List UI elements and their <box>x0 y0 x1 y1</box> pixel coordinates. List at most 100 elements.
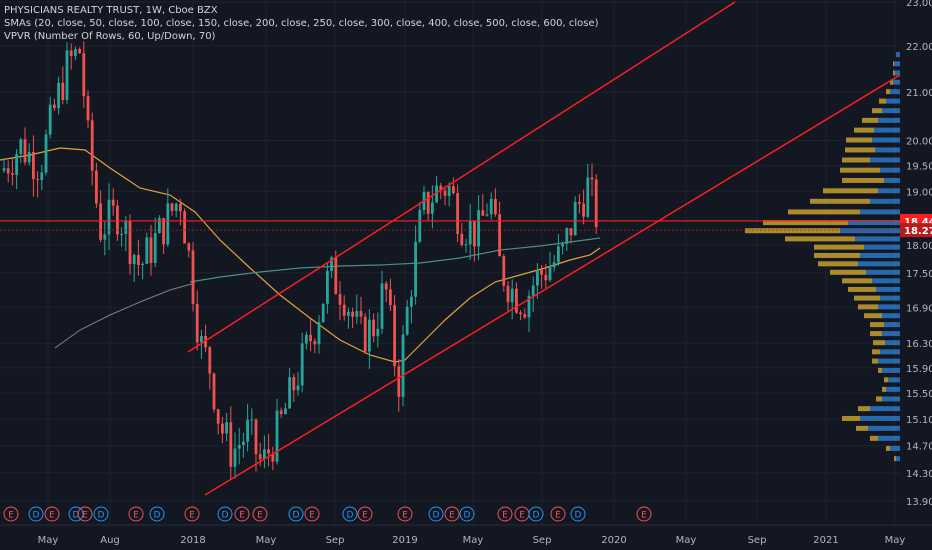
event-circle <box>3 506 19 522</box>
vpvr-bar-up <box>864 244 900 250</box>
earnings-marker[interactable]: E <box>304 506 320 522</box>
earnings-marker[interactable]: E <box>184 506 200 522</box>
candle-body <box>279 410 283 415</box>
vpvr-bar-down <box>894 456 896 462</box>
vpvr-bar-down <box>745 228 840 234</box>
earnings-marker[interactable]: E <box>514 506 530 522</box>
vpvr-bar-down <box>890 79 893 85</box>
sma-teal <box>189 237 601 283</box>
vpvr-bar-up <box>896 456 900 462</box>
dividend-marker[interactable]: D <box>428 506 444 522</box>
candle-body <box>481 210 485 216</box>
dividend-marker[interactable]: D <box>288 506 304 522</box>
vpvr-bar-down <box>842 415 860 421</box>
candle-body <box>405 306 409 335</box>
candle-body <box>372 319 375 337</box>
legend-vpvr[interactable]: VPVR (Number Of Rows, 60, Up/Down, 70) <box>4 31 216 42</box>
dividend-marker[interactable]: D <box>93 506 109 522</box>
earnings-marker[interactable]: E <box>128 506 144 522</box>
dividend-marker[interactable]: D <box>149 506 165 522</box>
vpvr-bar-up <box>870 198 900 204</box>
candle-body <box>380 283 384 329</box>
earnings-marker[interactable]: E <box>550 506 566 522</box>
candle-body <box>204 335 207 348</box>
candle-body <box>506 285 510 303</box>
earnings-marker[interactable]: E <box>357 506 373 522</box>
vpvr-bar-down <box>858 304 878 310</box>
candle-body <box>195 303 199 343</box>
earnings-marker[interactable]: E <box>397 506 413 522</box>
vpvr-bar-up <box>878 435 900 441</box>
candle-body <box>300 343 304 386</box>
earnings-marker[interactable]: E <box>444 506 460 522</box>
vpvr-bar-up <box>866 269 900 275</box>
x-tick-label: May <box>38 535 59 546</box>
candle-body <box>15 154 18 175</box>
event-label: E <box>189 511 195 521</box>
event-label: E <box>519 511 525 521</box>
dividend-marker[interactable]: D <box>217 506 233 522</box>
candle-body <box>594 179 598 228</box>
vpvr-bar-down <box>830 269 866 275</box>
candle-body <box>61 82 65 100</box>
earnings-marker[interactable]: E <box>636 506 652 522</box>
event-circle <box>497 506 513 522</box>
vpvr-bar-up <box>886 386 900 392</box>
event-circle <box>570 506 586 522</box>
vpvr-bar-down <box>842 278 872 284</box>
legend-symbol[interactable]: PHYSICIANS REALTY TRUST, 1W, Cboe BZX <box>4 5 218 16</box>
candle-body <box>552 262 556 268</box>
earnings-marker[interactable]: E <box>252 506 268 522</box>
event-circle <box>550 506 566 522</box>
event-circle <box>44 506 60 522</box>
event-label: E <box>309 511 315 521</box>
candle-body <box>57 82 60 109</box>
x-tick-label: May <box>676 535 697 546</box>
vpvr-bar-down <box>854 127 874 133</box>
earnings-marker[interactable]: E <box>77 506 93 522</box>
vpvr-bar-up <box>896 52 900 58</box>
event-label: E <box>402 511 408 521</box>
event-label: E <box>362 511 368 521</box>
dividend-marker[interactable]: D <box>570 506 586 522</box>
earnings-marker[interactable]: E <box>3 506 19 522</box>
candle-body <box>258 454 262 460</box>
vpvr-bar-down <box>893 70 895 76</box>
event-circle <box>397 506 413 522</box>
candle-body <box>187 243 191 251</box>
candle-body <box>544 274 548 281</box>
candle-body <box>498 214 501 257</box>
legend-sma[interactable]: SMAs (20, close, 50, close, 100, close, … <box>4 18 599 29</box>
vpvr-bar-down <box>842 177 884 183</box>
dividend-marker[interactable]: D <box>68 506 84 522</box>
earnings-marker[interactable]: E <box>44 506 60 522</box>
candle-body <box>90 120 94 171</box>
dividend-marker[interactable]: D <box>528 506 544 522</box>
y-tick-label: 22.00 <box>906 42 932 53</box>
vpvr-bar-up <box>875 147 900 153</box>
candle-body <box>317 322 321 345</box>
earnings-marker[interactable]: E <box>234 506 250 522</box>
y-tick-label: 17.50 <box>906 269 932 280</box>
vpvr-bar-down <box>870 435 878 441</box>
event-label: D <box>73 511 80 521</box>
dividend-marker[interactable]: D <box>342 506 358 522</box>
event-label: D <box>293 511 300 521</box>
dividend-marker[interactable]: D <box>459 506 475 522</box>
candle-body <box>426 191 430 214</box>
grid <box>0 0 900 524</box>
channel-lower-line <box>204 74 901 496</box>
earnings-marker[interactable]: E <box>497 506 513 522</box>
candle-body <box>384 283 388 290</box>
vpvr-bar-down <box>862 117 878 123</box>
dividend-marker[interactable]: D <box>28 506 44 522</box>
trendlines <box>0 1 901 496</box>
candle-body <box>502 256 506 286</box>
y-tick-label: 16.30 <box>906 339 932 350</box>
event-circle <box>636 506 652 522</box>
vpvr-bar-up <box>848 220 900 226</box>
vpvr-bar-down <box>788 209 860 215</box>
